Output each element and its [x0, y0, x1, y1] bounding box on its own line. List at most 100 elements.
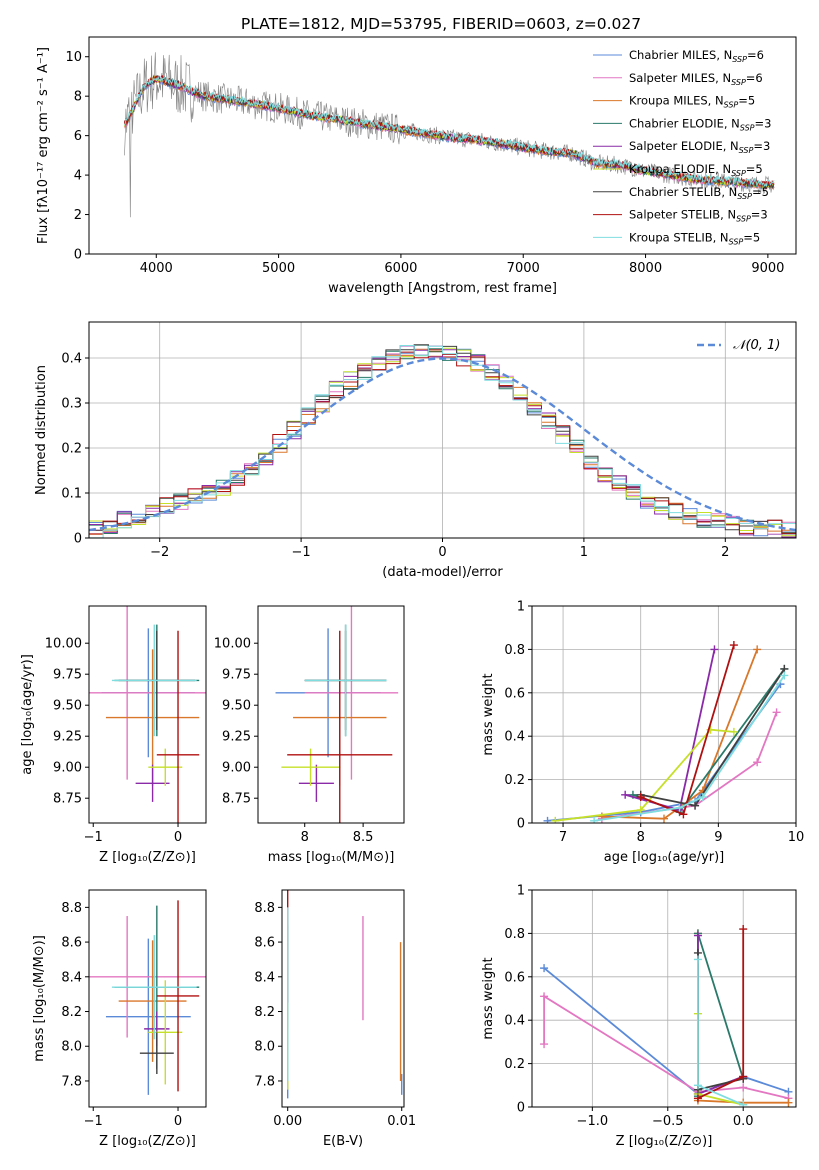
legend-entry: Kroupa MILES, NSSP=5 — [629, 94, 755, 110]
weight-marker — [784, 1098, 793, 1107]
weight-vs-age-frame — [531, 605, 797, 824]
weight-line — [601, 649, 759, 820]
weight-series — [636, 641, 738, 819]
error-bar-point — [118, 940, 187, 1062]
weight-vs-age-plot-area — [543, 641, 789, 823]
error-bar-point — [156, 630, 200, 823]
y-tick-label: 0 — [517, 817, 525, 832]
x-tick-label: 9000 — [751, 261, 784, 276]
x-axis-label: mass [log₁₀(M/M⊙)] — [268, 850, 395, 865]
x-tick-label: −1 — [292, 545, 311, 560]
y-tick-label: 9.25 — [53, 730, 82, 745]
weight-marker — [675, 803, 684, 812]
y-tick-label: 0.6 — [504, 970, 525, 985]
y-tick-label: 1 — [517, 884, 525, 899]
y-axis-label: mass weight — [481, 957, 496, 1039]
weight-marker — [543, 816, 552, 823]
x-tick-label: 2 — [721, 545, 729, 560]
y-tick-label: 8.75 — [222, 792, 251, 807]
age-vs-mass-frame — [257, 605, 405, 824]
x-tick-label: 7000 — [507, 261, 540, 276]
x-tick-label: −0.5 — [652, 1114, 684, 1129]
weight-marker — [739, 1072, 748, 1081]
x-axis-label: E(B-V) — [323, 1134, 363, 1149]
residuals-frame — [88, 321, 797, 539]
weight-marker — [729, 727, 738, 736]
weight-vs-Z-frame — [531, 889, 797, 1108]
age-vs-Z-frame — [88, 605, 207, 824]
weight-marker — [693, 1081, 702, 1090]
y-axis-label: Normed distribution — [34, 365, 49, 495]
weight-vs-Z-plot-area — [540, 925, 793, 1107]
spectrum-panel: 4000 5000 6000 7000 8000 9000 0 2 4 6 8 10 wavelengt… — [36, 36, 797, 296]
mass-vs-EBV-frame — [281, 889, 405, 1108]
x-tick-label: 8 — [637, 830, 645, 845]
weight-marker — [660, 814, 668, 823]
weight-marker — [540, 992, 549, 1001]
age-vs-mass-plot-area — [275, 606, 399, 823]
x-tick-label: 5000 — [262, 261, 295, 276]
x-tick-label: 7 — [559, 830, 567, 845]
weight-marker — [710, 645, 719, 654]
normal-curve — [89, 357, 796, 532]
mass-vs-Z-panel: −1 0 7.8 8.0 8.2 8.4 8.6 8.8 Z [log₁₀(Z/Z⊙)] mass… — [32, 889, 207, 1149]
x-tick-label: 8000 — [629, 261, 662, 276]
error-bar-point — [89, 916, 206, 1038]
age-vs-Z-plot-area — [89, 606, 206, 823]
y-tick-label: 8.2 — [61, 1005, 82, 1020]
weight-series — [551, 725, 738, 823]
x-tick-label: 0.01 — [387, 1114, 416, 1129]
error-bar-point — [304, 606, 399, 780]
error-bar-point — [156, 900, 200, 1092]
x-tick-label: 8.5 — [353, 830, 374, 845]
legend-entry: Salpeter ELODIE, NSSP=3 — [629, 139, 770, 155]
weight-marker — [540, 964, 549, 973]
legend-entry: Chabrier ELODIE, NSSP=3 — [629, 116, 771, 132]
y-axis-label: mass [log₁₀(M/M⊙)] — [32, 935, 47, 1062]
mass-vs-EBV-plot-area — [287, 890, 403, 1099]
x-tick-label: −1.0 — [577, 1114, 609, 1129]
weight-vs-Z-panel: −1.0 −0.5 0.0 0 0.2 0.4 0.6 0.8 1 Z [log₁₀(Z/Z⊙)]… — [481, 884, 797, 1149]
y-tick-label: 8.6 — [254, 936, 275, 951]
x-axis-label: age [log₁₀(age/yr)] — [604, 850, 725, 865]
x-axis-label: Z [log₁₀(Z/Z⊙)] — [99, 1134, 196, 1149]
figure-title: PLATE=1812, MJD=53795, FIBERID=0603, z=0… — [241, 15, 641, 33]
error-bar-point — [105, 649, 200, 786]
x-axis-label: (data-model)/error — [382, 565, 503, 580]
x-axis-label: Z [log₁₀(Z/Z⊙)] — [616, 1134, 713, 1149]
y-tick-label: 0.3 — [61, 397, 82, 412]
legend-entry: Kroupa STELIB, NSSP=5 — [629, 230, 760, 246]
y-tick-label: 0.1 — [61, 487, 82, 502]
weight-marker — [772, 708, 781, 717]
y-tick-label: 8.8 — [254, 901, 275, 916]
weight-line — [555, 728, 734, 822]
y-tick-label: 0.4 — [504, 730, 525, 745]
weight-line — [593, 674, 786, 822]
weight-marker — [590, 816, 599, 823]
weight-marker — [691, 801, 700, 810]
x-tick-label: 9 — [714, 830, 722, 845]
x-tick-label: −1 — [84, 1114, 103, 1129]
y-tick-label: 0.6 — [504, 686, 525, 701]
legend-entry: Salpeter MILES, NSSP=6 — [629, 71, 763, 87]
x-axis-label: Z [log₁₀(Z/Z⊙)] — [99, 850, 196, 865]
y-tick-label: 0 — [74, 532, 82, 547]
weight-marker — [729, 641, 738, 650]
weight-series — [590, 671, 789, 823]
y-tick-label: 0.4 — [61, 352, 82, 367]
y-tick-label: 0 — [74, 248, 82, 263]
mass-vs-EBV-panel: 0.00 0.01 7.8 8.0 8.2 8.4 8.6 8.8 E(B-V) — [254, 889, 416, 1149]
y-tick-label: 9.50 — [53, 699, 82, 714]
y-tick-label: 8.4 — [254, 970, 275, 985]
error-bar-point — [304, 624, 387, 737]
error-bar-point — [139, 1032, 174, 1075]
y-axis-label: mass weight — [481, 673, 496, 755]
x-tick-label: 8 — [301, 830, 309, 845]
y-tick-label: 0 — [517, 1101, 525, 1116]
legend-entry: 𝒩(0, 1) — [733, 338, 780, 353]
residuals-plot-area — [89, 344, 796, 538]
y-tick-label: 9.00 — [53, 761, 82, 776]
weight-marker — [551, 816, 560, 823]
weight-marker — [679, 810, 688, 819]
